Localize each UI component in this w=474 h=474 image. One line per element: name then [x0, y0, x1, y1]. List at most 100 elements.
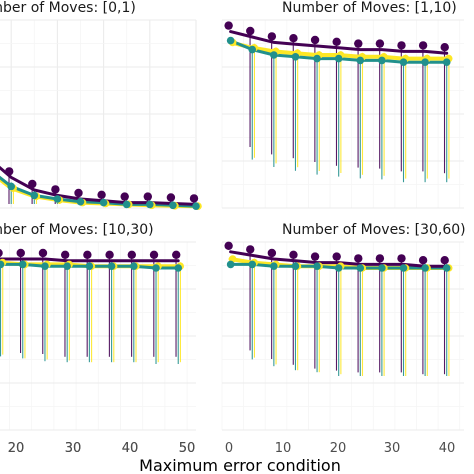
x-tick-label: 40: [122, 441, 139, 456]
data-point: [399, 264, 408, 272]
data-point: [18, 260, 27, 269]
data-point: [289, 250, 298, 259]
data-point: [0, 260, 5, 269]
data-point: [332, 37, 341, 46]
data-point: [440, 43, 449, 52]
x-tick-label: 30: [384, 441, 401, 456]
x-tick-label: 0: [225, 441, 233, 456]
facet-title: Number of Moves: [10,30): [0, 222, 154, 238]
series-line: [0, 257, 180, 263]
data-point: [397, 41, 406, 50]
data-point: [226, 36, 235, 45]
facet-1-10: Number of Moves: [1,10): [221, 0, 464, 209]
x-tick-label: 30: [65, 441, 82, 456]
data-point: [130, 262, 138, 271]
facet-title: Number of Moves: [1,10): [282, 0, 457, 16]
data-point: [248, 260, 257, 269]
data-point: [7, 182, 15, 191]
data-point: [246, 245, 255, 254]
data-point: [291, 53, 300, 61]
data-point: [270, 51, 278, 59]
data-point: [378, 56, 386, 65]
facet-30-60: Number of Moves: [30,60) 0 10 20 30 40: [221, 222, 466, 456]
series-line: [229, 250, 449, 268]
data-point: [174, 264, 183, 272]
data-point: [418, 41, 428, 50]
data-point: [442, 58, 451, 66]
grid: [0, 19, 197, 209]
data-point: [143, 192, 152, 201]
data-point: [107, 262, 116, 271]
data-point: [166, 193, 176, 202]
facet-title: Number of Moves: [0,1): [0, 0, 136, 16]
data-point: [169, 201, 177, 210]
data-point: [0, 249, 3, 257]
data-point: [38, 248, 48, 258]
data-point: [313, 54, 321, 63]
x-tick-label: 40: [439, 441, 456, 456]
data-point: [122, 200, 131, 209]
data-point: [310, 252, 320, 261]
data-point: [224, 241, 233, 250]
x-tick-label: 40: [122, 441, 139, 456]
data-point: [28, 179, 37, 189]
data-point: [421, 58, 429, 66]
facet-10-30: Number of Moves: [10,30) 20 30 40 50: [0, 222, 196, 456]
data-point: [332, 252, 341, 261]
data-point: [442, 264, 451, 272]
grid: [0, 241, 196, 431]
x-tick-label: 50: [179, 441, 196, 456]
data-point: [224, 21, 233, 30]
x-axis-label: Maximum error condition: [139, 456, 341, 474]
x-tick-label: 10: [275, 441, 292, 456]
data-point: [146, 200, 154, 209]
data-point: [53, 195, 62, 203]
data-point: [99, 198, 108, 207]
data-point: [105, 250, 114, 259]
data-point: [127, 250, 137, 259]
data-point: [51, 185, 60, 194]
data-point: [310, 35, 320, 45]
data-point: [356, 56, 365, 65]
data-point: [313, 262, 321, 271]
x-tick-label: 20: [8, 441, 25, 456]
data-point: [354, 39, 363, 48]
data-point: [356, 264, 365, 272]
data-point: [378, 264, 386, 272]
data-point: [74, 188, 83, 198]
data-point: [5, 167, 14, 176]
data-point: [270, 262, 278, 271]
x-tick-label: 20: [8, 441, 25, 456]
data-point: [85, 262, 94, 271]
data-point: [16, 248, 25, 258]
x-tick-label: 50: [179, 441, 196, 456]
data-point: [267, 32, 277, 41]
data-point: [418, 256, 428, 265]
data-point: [120, 192, 129, 201]
data-point: [399, 58, 408, 66]
data-point: [152, 264, 160, 272]
data-point: [267, 248, 277, 258]
series-line: [0, 176, 198, 209]
data-point: [289, 34, 298, 43]
data-point: [248, 45, 257, 54]
data-point: [30, 191, 39, 200]
data-point: [334, 54, 343, 63]
data-point: [334, 264, 343, 272]
facet-title: Number of Moves: [30,60): [282, 222, 466, 238]
series-line: [229, 30, 449, 55]
data-point: [421, 264, 429, 272]
data-point: [246, 26, 255, 36]
data-point: [149, 250, 159, 259]
data-point: [189, 194, 199, 203]
data-point: [226, 260, 235, 269]
data-point: [397, 254, 406, 263]
x-tick-label: 30: [65, 441, 82, 456]
x-tick-label: 20: [330, 441, 347, 456]
data-point: [172, 250, 181, 259]
data-point: [97, 190, 106, 199]
data-point: [375, 39, 385, 48]
data-point: [83, 250, 92, 259]
data-point: [354, 254, 363, 263]
